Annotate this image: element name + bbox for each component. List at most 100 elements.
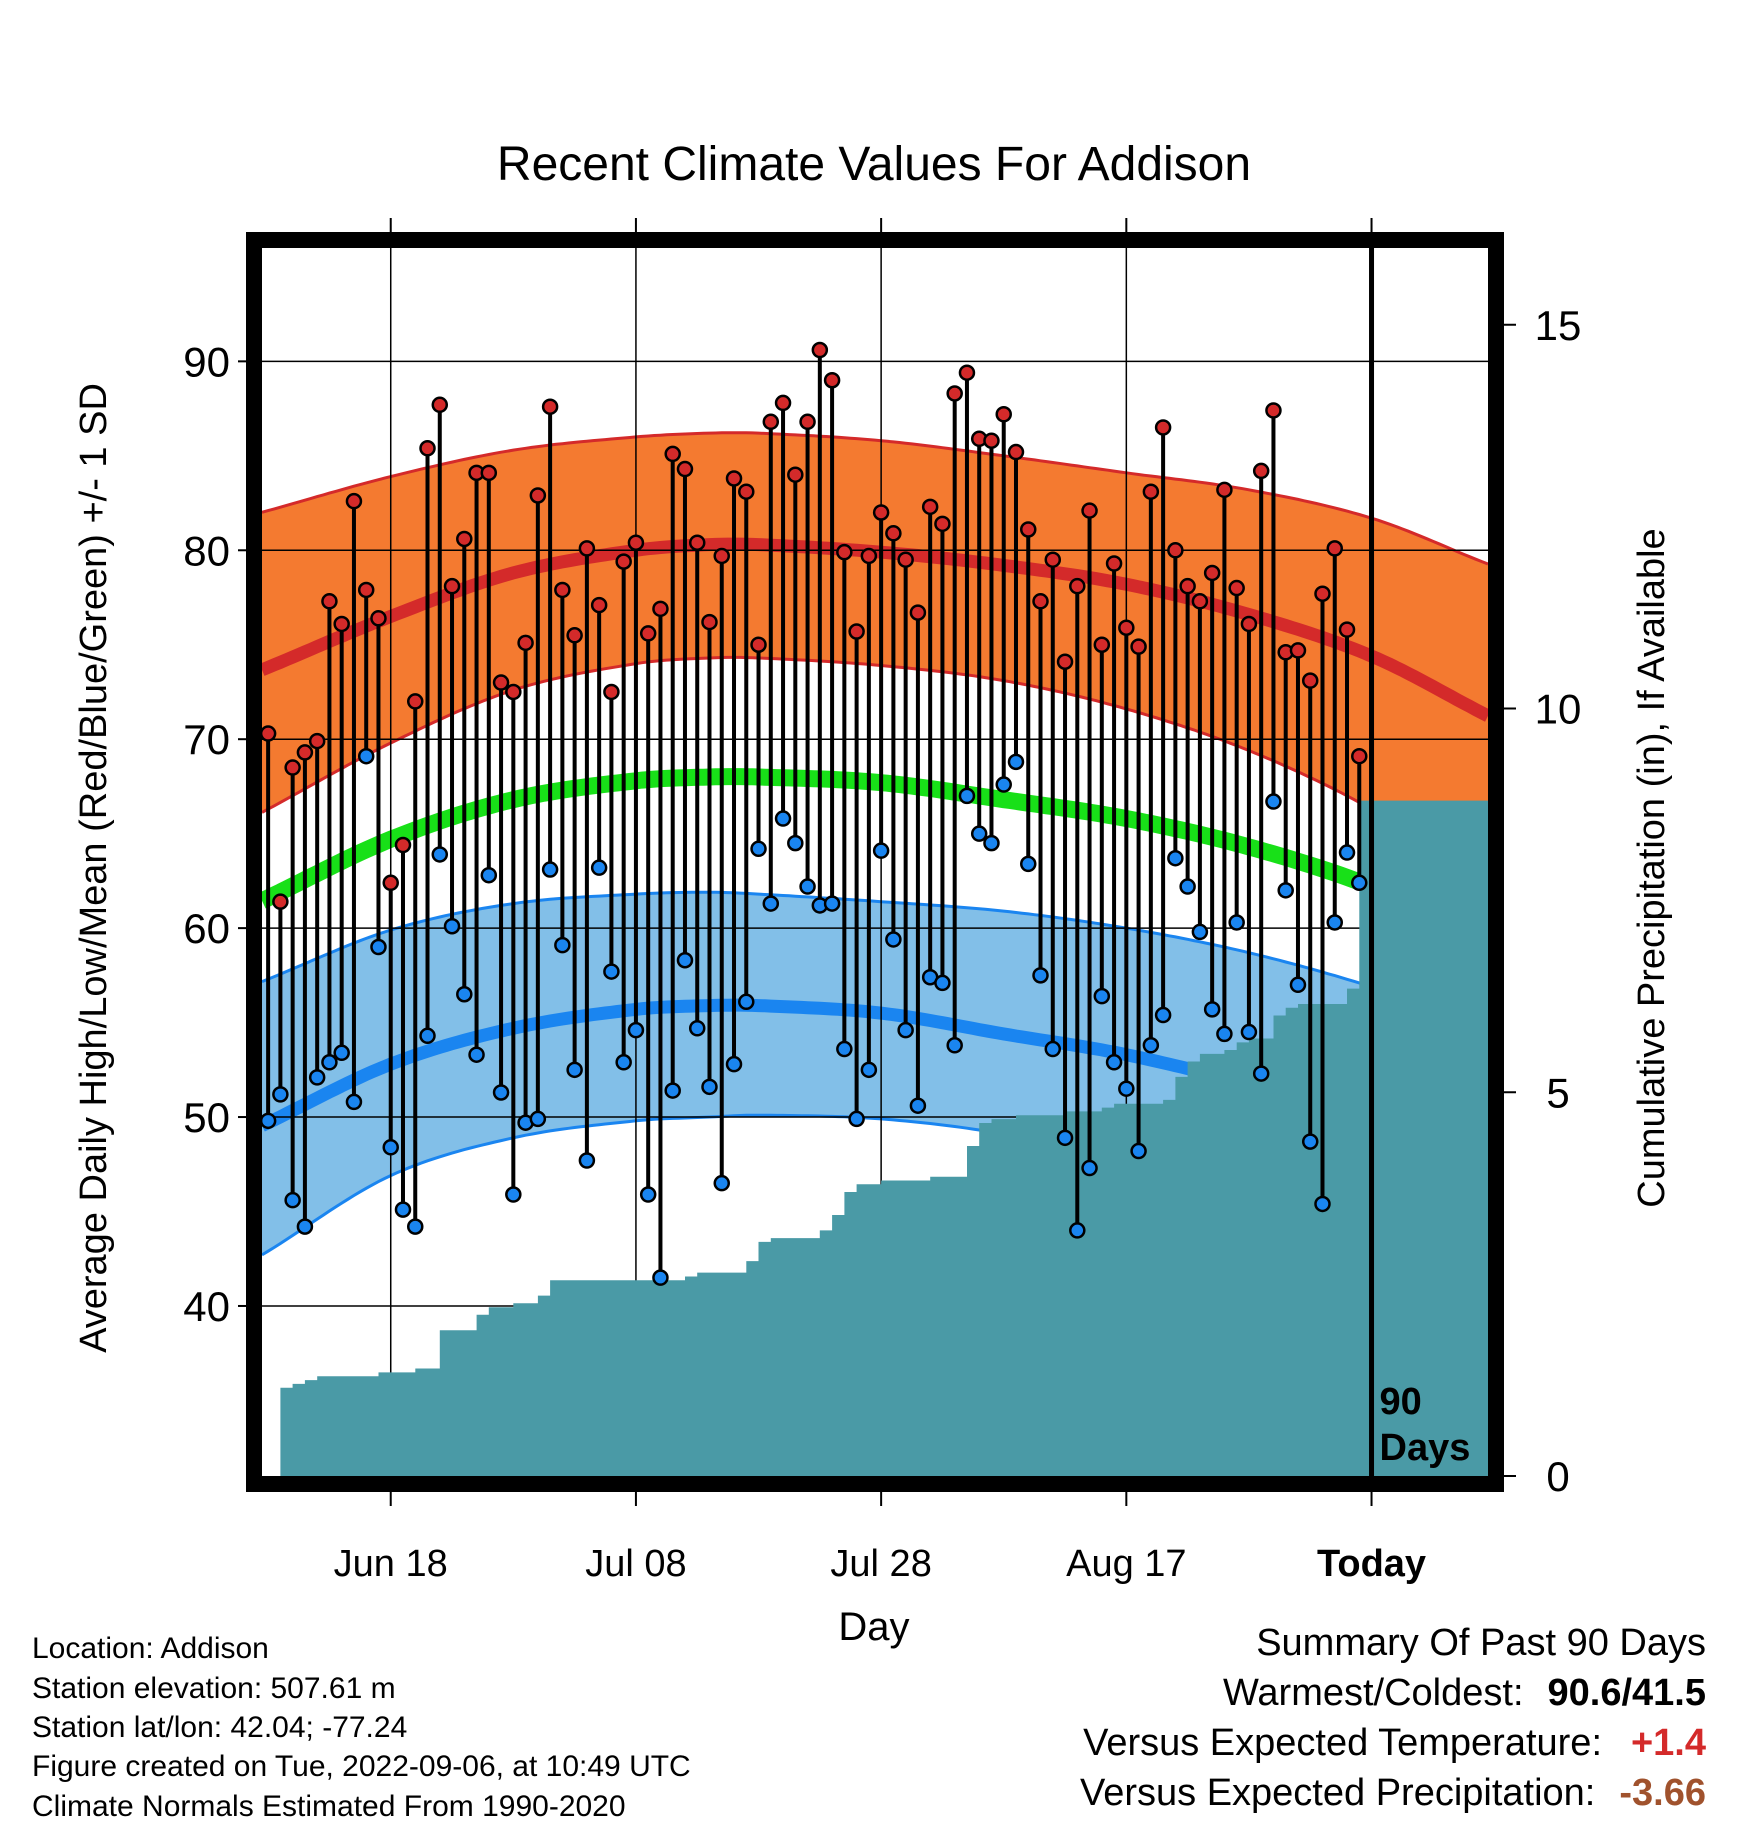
daily-high-point — [1179, 577, 1196, 595]
daily-low-point — [554, 936, 571, 954]
daily-low-point — [639, 1186, 657, 1203]
daily-high-point — [1118, 619, 1135, 636]
x-axis-label: Day — [838, 1605, 909, 1649]
daily-high-point — [431, 396, 449, 414]
y-left-tick-label: 60 — [183, 905, 230, 952]
daily-low-point — [652, 1269, 669, 1286]
daily-low-point — [1130, 1142, 1147, 1160]
mean-line — [262, 768, 1488, 949]
daily-low-point — [983, 834, 1000, 852]
daily-low-point — [787, 834, 804, 852]
daily-low-point — [860, 1061, 878, 1079]
daily-high-point — [443, 577, 461, 595]
daily-high-point — [958, 364, 976, 381]
daily-low-point — [578, 1152, 596, 1169]
x-tick-label: Jun 18 — [334, 1543, 448, 1585]
daily-low-point — [1081, 1159, 1098, 1177]
daily-low-point — [1167, 849, 1184, 867]
daily-low-point — [1277, 882, 1294, 899]
daily-high-point — [1056, 653, 1074, 670]
daily-high-point — [725, 470, 743, 487]
daily-low-point — [934, 974, 951, 992]
summary-temp-label: Versus Expected Temperature: — [1083, 1722, 1602, 1764]
daily-low-point — [713, 1174, 730, 1192]
daily-high-point — [480, 464, 498, 482]
daily-high-point — [897, 551, 914, 568]
daily-high-point — [1105, 555, 1123, 572]
daily-low-point — [419, 1027, 436, 1045]
daily-low-point — [1338, 844, 1356, 861]
daily-high-point — [738, 483, 755, 500]
daily-low-point — [1301, 1133, 1319, 1150]
daily-high-point — [590, 596, 608, 614]
meta-location: Location: Addison — [32, 1632, 269, 1665]
daily-high-point — [308, 732, 326, 750]
daily-high-point — [382, 874, 399, 892]
y-left-tick-label: 40 — [183, 1283, 230, 1330]
daily-high-point — [1228, 579, 1245, 597]
daily-low-point — [823, 895, 841, 912]
daily-high-point — [627, 534, 645, 551]
daily-low-point — [885, 931, 902, 948]
daily-high-point — [1252, 462, 1270, 480]
daily-high-point — [946, 385, 963, 402]
x-tick-label: Jul 08 — [585, 1543, 686, 1585]
daily-low-point — [627, 1021, 645, 1039]
daily-high-point — [995, 406, 1012, 423]
daily-low-point — [1326, 914, 1343, 931]
daily-low-point — [468, 1046, 485, 1063]
daily-low-point — [1093, 987, 1111, 1005]
daily-low-point — [1252, 1065, 1270, 1082]
daily-low-point — [664, 1082, 681, 1099]
daily-high-point — [1154, 419, 1172, 436]
daily-high-point — [578, 540, 596, 557]
daily-high-point — [750, 636, 767, 653]
daily-high-point — [1338, 621, 1356, 638]
daily-high-point — [456, 530, 473, 548]
daily-high-point — [1081, 502, 1098, 519]
daily-low-point — [590, 859, 608, 876]
daily-low-point — [909, 1097, 927, 1114]
daily-high-point — [345, 492, 363, 510]
daily-low-point — [603, 963, 620, 980]
daily-high-point — [517, 634, 534, 652]
y-right-tick-label: 15 — [1535, 302, 1582, 349]
high-lower-edge — [262, 655, 1488, 887]
daily-high-point — [505, 683, 522, 701]
daily-low-point — [615, 1054, 632, 1071]
daily-high-point — [688, 534, 706, 551]
today-label-line1: 90 — [1380, 1381, 1422, 1423]
daily-low-point — [321, 1054, 338, 1071]
plot-frame — [246, 232, 1504, 1492]
daily-high-point — [1216, 481, 1233, 499]
daily-low-point — [872, 842, 890, 859]
daily-high-point — [1020, 521, 1037, 538]
daily-high-point — [554, 581, 571, 599]
daily-high-point — [1069, 577, 1086, 595]
daily-low-point — [1044, 1040, 1062, 1058]
daily-high-point — [357, 581, 375, 599]
today-label-line2: Days — [1380, 1427, 1471, 1469]
daily-low-point — [1265, 793, 1282, 810]
daily-low-point — [946, 1037, 963, 1054]
daily-low-point — [1007, 753, 1025, 771]
daily-low-point — [1191, 923, 1209, 941]
daily-high-point — [921, 498, 939, 516]
x-tick-label: Aug 17 — [1066, 1543, 1186, 1585]
x-tick-label: Jul 28 — [830, 1543, 931, 1585]
y-left-tick-label: 70 — [183, 716, 230, 763]
daily-low-point — [345, 1093, 363, 1111]
daily-low-point — [836, 1040, 853, 1058]
daily-low-point — [774, 810, 792, 827]
daily-high-point — [1351, 747, 1368, 765]
y-right-tick-label: 5 — [1546, 1069, 1569, 1116]
chart-title: Recent Climate Values For Addison — [497, 138, 1251, 191]
daily-low-point — [750, 840, 767, 858]
daily-low-point — [1020, 855, 1037, 873]
daily-low-point — [676, 951, 694, 969]
daily-high-point — [603, 683, 620, 701]
daily-low-point — [1118, 1080, 1135, 1097]
daily-high-point — [333, 615, 350, 633]
daily-high-point — [1142, 483, 1160, 500]
